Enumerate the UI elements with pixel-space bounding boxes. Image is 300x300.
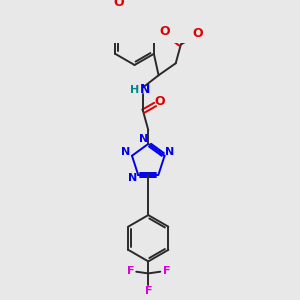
Text: F: F — [145, 286, 152, 296]
Text: O: O — [193, 27, 203, 40]
Text: N: N — [165, 147, 174, 157]
Text: O: O — [154, 95, 165, 108]
Text: N: N — [140, 83, 150, 96]
Text: F: F — [127, 266, 134, 276]
Text: O: O — [114, 0, 124, 9]
Text: H: H — [130, 85, 139, 95]
Text: N: N — [128, 173, 137, 183]
Text: O: O — [159, 25, 170, 38]
Text: F: F — [163, 266, 170, 276]
Text: N: N — [140, 134, 148, 144]
Text: N: N — [121, 147, 130, 157]
